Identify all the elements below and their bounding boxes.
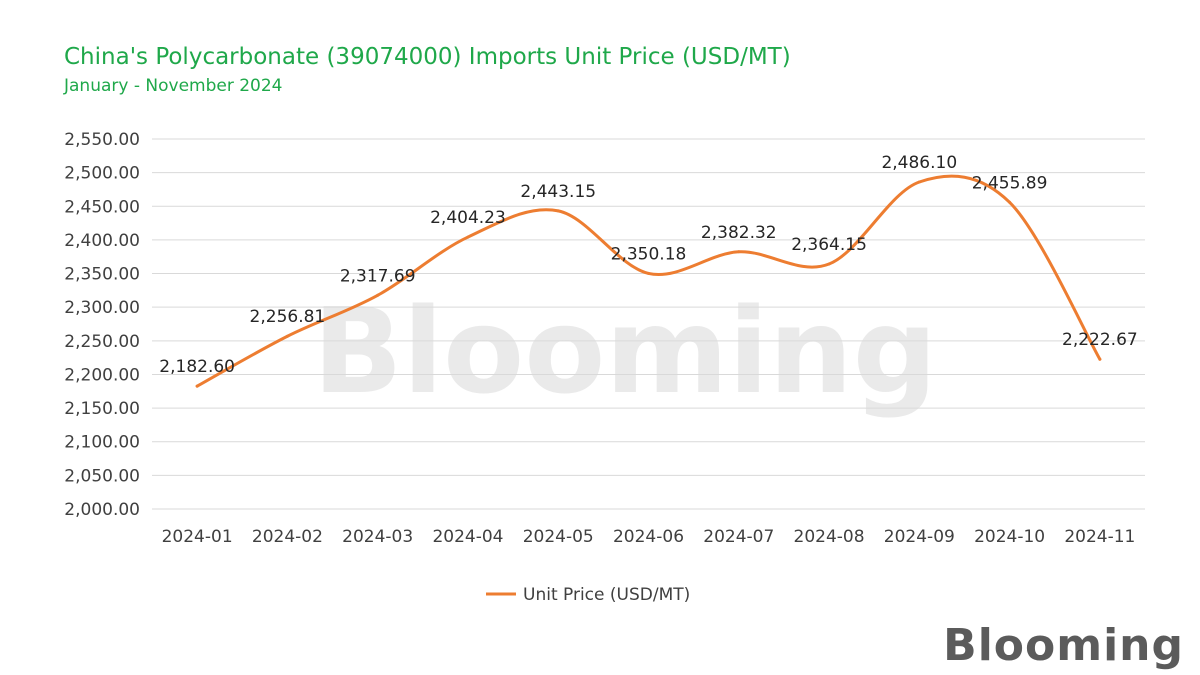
- data-point: [466, 235, 470, 239]
- data-point: [285, 334, 289, 338]
- y-tick-label: 2,050.00: [64, 466, 140, 486]
- y-tick-label: 2,500.00: [64, 164, 140, 184]
- y-tick-label: 2,250.00: [64, 332, 140, 352]
- data-label: 2,182.60: [159, 357, 235, 377]
- y-tick-label: 2,000.00: [64, 500, 140, 520]
- chart-title: China's Polycarbonate (39074000) Imports…: [64, 44, 791, 70]
- data-label: 2,256.81: [250, 307, 326, 327]
- watermark-text: Blooming: [313, 282, 937, 420]
- data-point: [827, 262, 831, 266]
- data-label: 2,455.89: [972, 173, 1048, 193]
- data-label: 2,382.32: [701, 223, 777, 243]
- legend-label: Unit Price (USD/MT): [523, 585, 690, 605]
- series-layer: [195, 174, 1102, 388]
- y-tick-label: 2,100.00: [64, 433, 140, 453]
- x-tick-label: 2024-05: [523, 527, 594, 547]
- x-tick-label: 2024-10: [974, 527, 1045, 547]
- data-point: [376, 293, 380, 297]
- x-tick-label: 2024-04: [432, 527, 503, 547]
- data-label: 2,443.15: [520, 182, 596, 202]
- x-tick-label: 2024-09: [884, 527, 955, 547]
- x-axis-ticks: 2024-01 2024-02 2024-03 2024-04 2024-05 2024-…: [162, 527, 1136, 547]
- x-tick-label: 2024-01: [162, 527, 233, 547]
- data-label: 2,222.67: [1062, 330, 1138, 350]
- brand-logo: Blooming: [943, 620, 1184, 671]
- series-line-unit-price: [195, 174, 1102, 388]
- data-labels: 2,182.60 2,256.81 2,317.69 2,404.23 2,443.15…: [159, 153, 1137, 377]
- data-label: 2,317.69: [340, 266, 416, 286]
- y-tick-label: 2,350.00: [64, 265, 140, 285]
- watermark: Blooming: [313, 282, 937, 420]
- chart-subtitle: January - November 2024: [64, 76, 283, 96]
- y-tick-label: 2,450.00: [64, 197, 140, 217]
- data-label: 2,364.15: [791, 235, 867, 255]
- y-tick-label: 2,200.00: [64, 365, 140, 385]
- data-point: [737, 250, 741, 254]
- y-axis-ticks: 2,000.00 2,050.00 2,100.00 2,150.00 2,200.00…: [64, 130, 140, 520]
- data-point: [917, 180, 921, 184]
- y-tick-label: 2,300.00: [64, 298, 140, 318]
- data-label: 2,486.10: [881, 153, 957, 173]
- x-tick-label: 2024-11: [1064, 527, 1135, 547]
- y-tick-label: 2,400.00: [64, 231, 140, 251]
- data-label: 2,404.23: [430, 208, 506, 228]
- x-tick-label: 2024-02: [252, 527, 323, 547]
- data-point: [647, 271, 650, 275]
- x-tick-label: 2024-03: [342, 527, 413, 547]
- data-point: [1098, 357, 1102, 361]
- y-tick-label: 2,550.00: [64, 130, 140, 150]
- x-tick-label: 2024-06: [613, 527, 684, 547]
- legend: Unit Price (USD/MT): [486, 585, 690, 605]
- gridlines: [152, 138, 1145, 510]
- data-point: [1008, 200, 1012, 204]
- x-tick-label: 2024-08: [794, 527, 865, 547]
- data-point: [556, 209, 560, 213]
- x-tick-label: 2024-07: [703, 527, 774, 547]
- data-label: 2,350.18: [611, 244, 687, 264]
- data-point: [195, 384, 199, 388]
- y-tick-label: 2,150.00: [64, 399, 140, 419]
